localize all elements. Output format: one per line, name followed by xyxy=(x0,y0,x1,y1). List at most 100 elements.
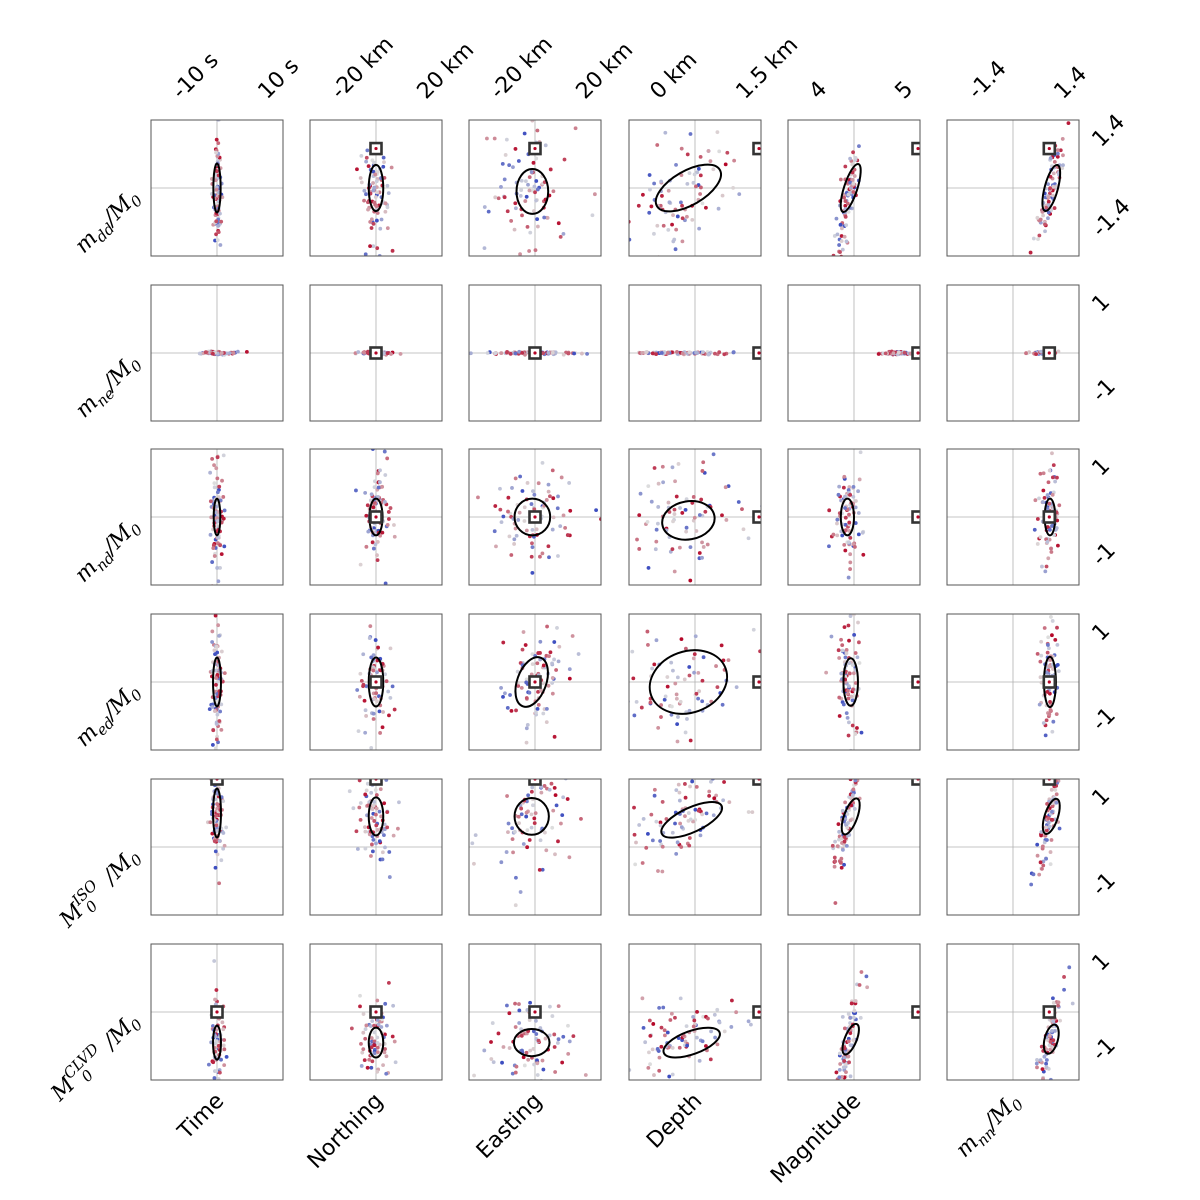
scatter-point xyxy=(381,710,385,714)
scatter-point xyxy=(688,738,693,743)
scatter-point xyxy=(553,1070,558,1074)
panel-content xyxy=(876,346,920,360)
scatter-point xyxy=(547,787,552,792)
scatter-point xyxy=(220,478,224,483)
scatter-point xyxy=(724,518,729,522)
scatter-point xyxy=(658,820,663,825)
scatter-point xyxy=(850,774,854,778)
scatter-point xyxy=(629,1068,632,1072)
scatter-point xyxy=(546,482,551,487)
scatter-point xyxy=(717,149,722,154)
scatter-point xyxy=(522,1063,527,1068)
scatter-point xyxy=(221,1027,226,1032)
right-tick-label: -1 xyxy=(1088,703,1121,736)
scatter-point xyxy=(672,512,677,516)
scatter-point xyxy=(648,187,652,192)
scatter-point xyxy=(552,1045,557,1049)
scatter-point xyxy=(543,744,547,748)
scatter-point xyxy=(491,1060,496,1065)
scatter-point xyxy=(1030,1123,1034,1127)
scatter-point xyxy=(846,821,850,825)
scatter-point xyxy=(576,652,581,656)
panel-frame xyxy=(787,778,921,916)
scatter-point xyxy=(530,570,535,575)
scatter-point xyxy=(835,533,840,538)
scatter-point xyxy=(528,230,533,235)
scatter-point xyxy=(629,237,632,242)
scatter-point xyxy=(758,649,761,654)
scatter-point xyxy=(853,505,858,510)
scatter-point xyxy=(1035,542,1040,546)
scatter-point xyxy=(850,177,855,182)
scatter-point xyxy=(548,167,553,172)
scatter-point xyxy=(835,521,839,526)
scatter-point xyxy=(679,637,684,641)
reference-solution-dot xyxy=(757,146,761,151)
scatter-point xyxy=(1035,1057,1039,1062)
scatter-point xyxy=(380,751,384,755)
panel-iso-vs-easting xyxy=(468,744,602,916)
scatter-point xyxy=(1049,615,1053,619)
scatter-point xyxy=(656,869,660,873)
right-tick-label: 1 xyxy=(1088,454,1116,482)
scatter-point xyxy=(209,515,214,520)
uncertainty-ellipse xyxy=(367,796,385,837)
scatter-point xyxy=(212,485,217,490)
scatter-point xyxy=(375,1069,380,1074)
scatter-point xyxy=(559,821,563,826)
scatter-point xyxy=(1048,658,1053,662)
scatter-point xyxy=(648,1033,653,1038)
scatter-point xyxy=(482,1048,487,1053)
scatter-point xyxy=(499,686,503,690)
scatter-point xyxy=(701,350,705,355)
scatter-point xyxy=(849,1001,854,1006)
right-tick-label: 1.4 xyxy=(1088,110,1130,152)
scatter-point xyxy=(546,683,551,688)
scatter-point xyxy=(1044,718,1049,723)
scatter-point xyxy=(371,803,376,808)
scatter-point xyxy=(499,185,503,189)
reference-solution-marker xyxy=(369,779,383,786)
scatter-point xyxy=(1051,184,1056,189)
scatter-point xyxy=(1038,675,1043,680)
scatter-point xyxy=(216,1043,221,1048)
scatter-point xyxy=(583,1073,588,1077)
scatter-point xyxy=(843,548,848,553)
scatter-point xyxy=(548,1004,552,1009)
scatter-point xyxy=(620,498,624,502)
scatter-point xyxy=(370,1019,375,1024)
scatter-point xyxy=(565,533,570,537)
scatter-point xyxy=(714,664,718,668)
top-tick-label: -20 km xyxy=(327,32,399,104)
reference-solution-dot xyxy=(916,146,920,151)
scatter-point xyxy=(596,1061,600,1065)
scatter-point xyxy=(663,1033,667,1038)
scatter-point xyxy=(714,793,719,798)
scatter-point xyxy=(214,137,219,142)
scatter-point xyxy=(639,705,644,710)
scatter-point xyxy=(844,648,849,652)
scatter-point xyxy=(561,352,566,357)
scatter-point xyxy=(377,709,382,714)
scatter-point xyxy=(851,614,856,617)
scatter-point xyxy=(216,103,220,107)
panel-content xyxy=(197,349,249,357)
scatter-point xyxy=(680,511,685,515)
scatter-point xyxy=(541,663,546,668)
scatter-point xyxy=(375,1045,380,1050)
scatter-point xyxy=(840,643,845,647)
scatter-point xyxy=(378,226,383,231)
scatter-point xyxy=(541,1091,545,1095)
scatter-point xyxy=(534,1018,538,1023)
panel-mnd-vs-mnn xyxy=(946,448,1080,586)
reference-solution-marker xyxy=(528,779,542,786)
scatter-point xyxy=(219,219,224,224)
scatter-point xyxy=(1046,820,1051,825)
scatter-point xyxy=(1050,524,1054,528)
scatter-point xyxy=(376,485,381,490)
scatter-point xyxy=(693,807,698,812)
scatter-point xyxy=(1058,1018,1063,1023)
scatter-point xyxy=(365,148,370,153)
